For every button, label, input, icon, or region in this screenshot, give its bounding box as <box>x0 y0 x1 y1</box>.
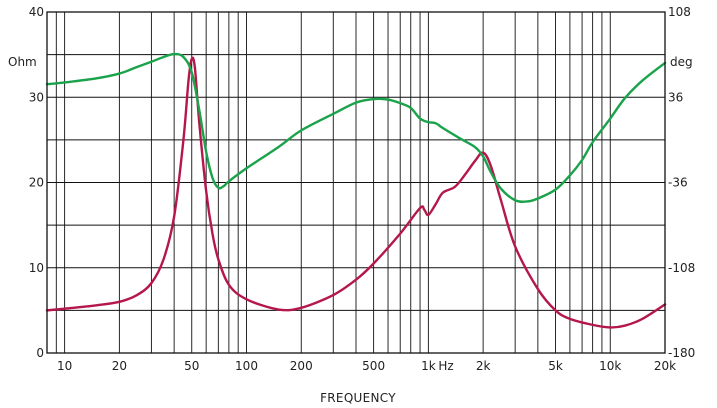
x-tick-label: 2k <box>476 359 491 373</box>
x-tick-label: 20k <box>654 359 676 373</box>
x-unit-label: Hz <box>438 359 453 373</box>
y-left-tick-label: 40 <box>29 5 44 19</box>
x-tick-label: 50 <box>184 359 199 373</box>
y-right-tick-label: -180 <box>668 346 695 360</box>
x-tick-label: 5k <box>548 359 563 373</box>
y-left-tick-label: 20 <box>29 176 44 190</box>
x-tick-label: 10 <box>57 359 72 373</box>
x-axis-label: FREQUENCY <box>320 391 396 405</box>
y-left-tick-label: 0 <box>36 346 44 360</box>
x-tick-label: 100 <box>235 359 258 373</box>
plot-frame <box>46 11 666 354</box>
x-tick-label: 10k <box>599 359 621 373</box>
y-right-tick-label: 36 <box>668 90 683 104</box>
y-right-tick-label: -36 <box>668 176 688 190</box>
x-tick-label: 500 <box>362 359 385 373</box>
x-tick-label: 20 <box>112 359 127 373</box>
phase-curve <box>45 52 667 203</box>
y-right-tick-label: -108 <box>668 261 695 275</box>
x-tick-label: 200 <box>290 359 313 373</box>
y-right-tick-label: 108 <box>668 5 691 19</box>
x-tick-label: 1k <box>421 359 436 373</box>
y-left-tick-label: 10 <box>29 261 44 275</box>
series-lines <box>45 52 667 329</box>
y-left-axis-label: Ohm <box>8 55 37 69</box>
grid <box>47 12 665 353</box>
y-left-tick-label: 30 <box>29 90 44 104</box>
impedance-curve <box>45 56 667 329</box>
tick-labels: 10 20 50 100 200 500 1k 2k 5k 10k 20k 0 10 20 30 40 -180… <box>29 5 696 373</box>
y-right-axis-label: deg <box>670 55 693 69</box>
